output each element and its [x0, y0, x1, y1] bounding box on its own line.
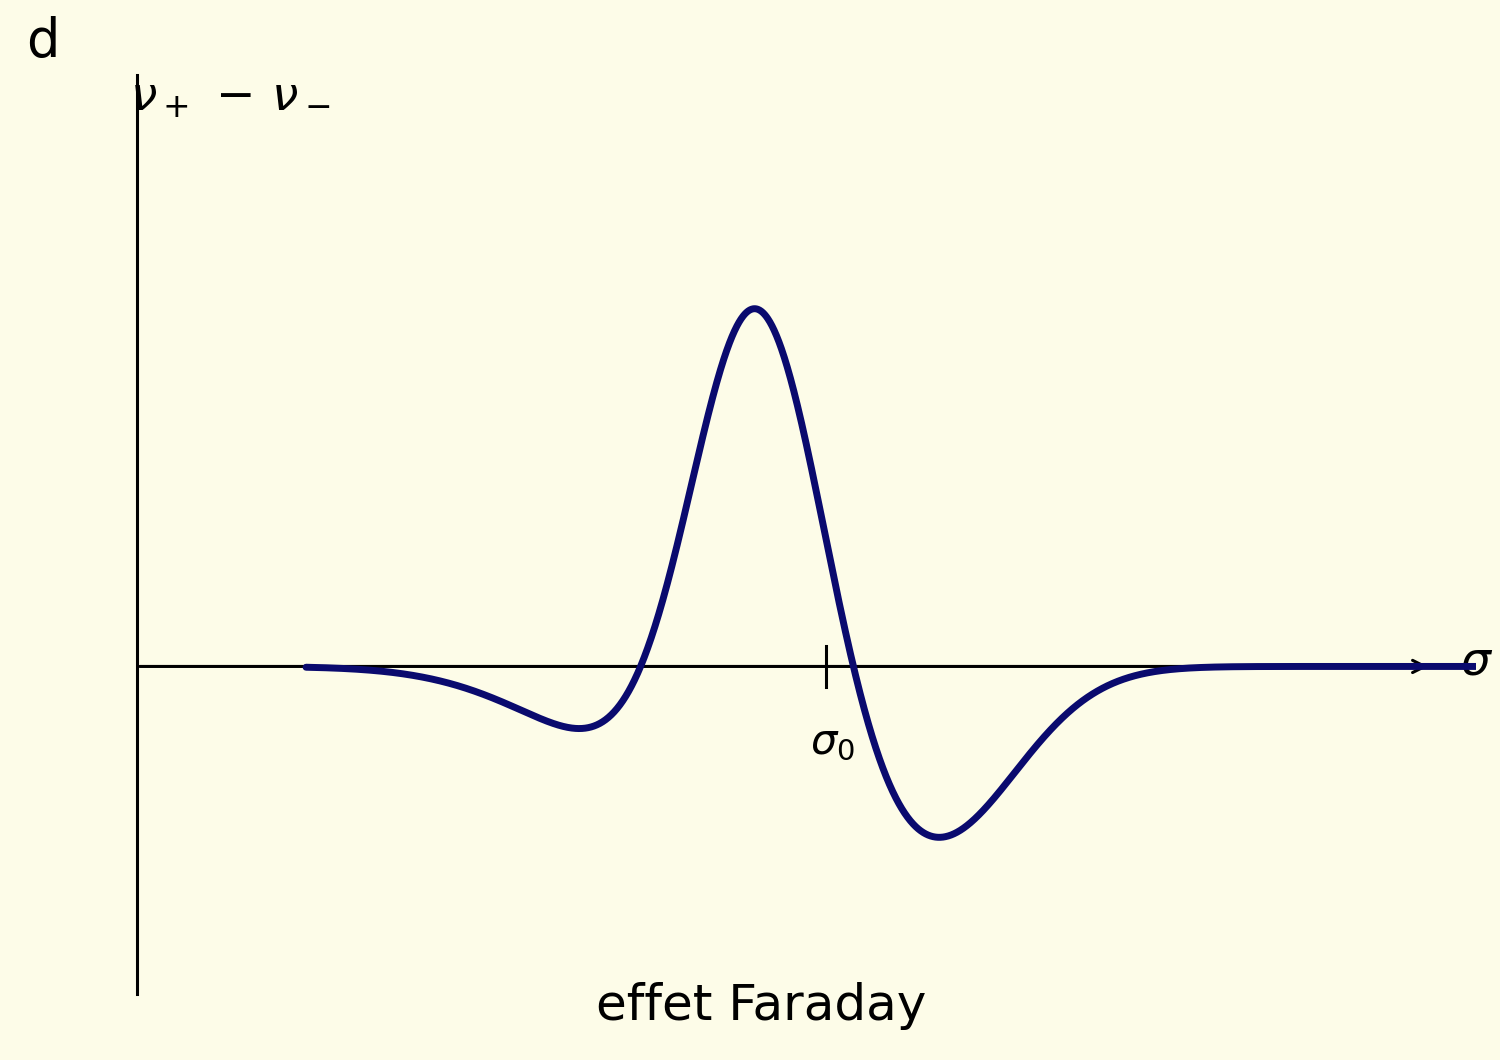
Text: $\nu_+ \, - \, \nu_-$: $\nu_+ \, - \, \nu_-$ — [130, 75, 332, 120]
Text: effet Faraday: effet Faraday — [596, 983, 927, 1030]
Text: d: d — [27, 16, 60, 68]
Text: $\sigma$: $\sigma$ — [1460, 639, 1492, 685]
Text: $\sigma_0$: $\sigma_0$ — [810, 721, 855, 763]
